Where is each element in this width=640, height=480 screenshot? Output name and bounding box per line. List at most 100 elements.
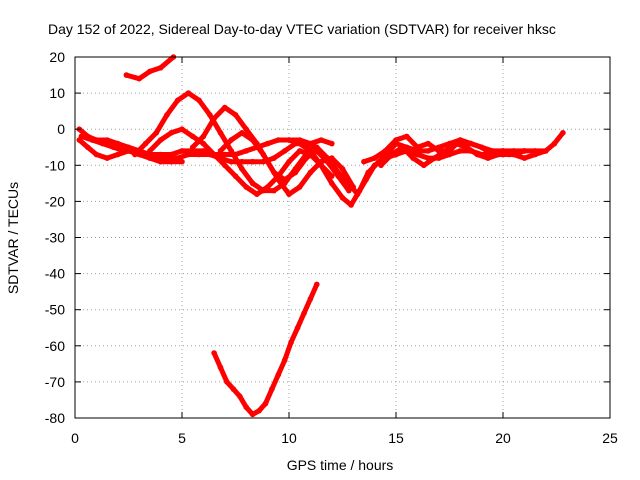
- data-point: [196, 97, 202, 104]
- data-point: [378, 162, 384, 169]
- data-point: [468, 140, 474, 147]
- y-tick-label: -60: [45, 338, 65, 354]
- series-arc-tail-2: [378, 140, 513, 169]
- data-point: [307, 140, 314, 147]
- data-series: [76, 54, 566, 418]
- data-point: [478, 144, 485, 151]
- data-point: [286, 137, 292, 143]
- data-point: [222, 151, 228, 158]
- data-point: [307, 296, 314, 302]
- data-point: [230, 386, 237, 392]
- data-point: [243, 184, 249, 190]
- data-point: [207, 112, 213, 118]
- data-point: [136, 75, 142, 82]
- data-point: [100, 140, 106, 147]
- x-tick-label: 5: [178, 430, 186, 446]
- data-point: [532, 151, 538, 158]
- data-point: [275, 371, 282, 378]
- data-point: [147, 148, 153, 154]
- data-point: [157, 137, 164, 143]
- data-point: [157, 65, 164, 71]
- data-point: [474, 151, 481, 158]
- y-tick-label: 20: [49, 49, 65, 65]
- y-tick-label: -80: [45, 410, 65, 426]
- data-point: [339, 195, 346, 201]
- data-point: [425, 140, 431, 147]
- data-point: [256, 408, 262, 414]
- data-point: [179, 148, 185, 154]
- y-tick-label: 0: [57, 121, 65, 137]
- data-point: [264, 184, 271, 190]
- data-point: [442, 148, 449, 154]
- y-axis-label: SDTVAR / TECUs: [5, 182, 21, 294]
- y-tick-label: -30: [45, 230, 65, 246]
- data-point: [168, 130, 175, 136]
- data-point: [329, 173, 335, 179]
- data-point: [164, 112, 170, 118]
- data-point: [104, 137, 110, 143]
- data-point: [249, 158, 256, 165]
- y-tick-label: -50: [45, 302, 65, 318]
- data-point: [264, 140, 271, 147]
- data-point: [506, 151, 513, 158]
- data-point: [288, 339, 294, 346]
- data-point: [410, 155, 416, 161]
- data-point: [457, 137, 464, 143]
- data-point: [292, 169, 299, 176]
- data-point: [217, 364, 224, 371]
- data-point: [318, 158, 324, 165]
- data-point: [521, 148, 528, 154]
- data-point: [224, 379, 230, 385]
- data-point: [123, 72, 130, 78]
- data-point: [239, 166, 245, 172]
- data-point: [249, 180, 256, 187]
- x-tick-label: 20: [495, 430, 511, 446]
- data-point: [346, 187, 352, 194]
- data-point: [189, 144, 196, 151]
- y-tick-label: -20: [45, 193, 65, 209]
- data-point: [217, 130, 224, 136]
- data-point: [339, 166, 346, 172]
- data-point: [228, 137, 234, 143]
- data-point: [85, 144, 91, 151]
- data-point: [249, 411, 256, 418]
- data-point: [286, 158, 292, 165]
- data-point: [110, 144, 117, 151]
- data-point: [196, 151, 202, 158]
- data-point: [104, 155, 110, 161]
- data-point: [414, 151, 421, 158]
- data-point: [269, 386, 275, 392]
- data-point: [115, 140, 121, 147]
- y-tick-label: 10: [49, 85, 65, 101]
- data-point: [431, 155, 438, 161]
- data-point: [125, 148, 132, 154]
- data-point: [414, 144, 421, 151]
- data-point: [185, 151, 192, 158]
- data-point: [217, 148, 224, 154]
- data-point: [153, 130, 160, 136]
- data-point: [239, 130, 245, 136]
- data-point: [425, 148, 431, 154]
- data-point: [262, 400, 269, 407]
- chart-title: Day 152 of 2022, Sidereal Day-to-day VTE…: [48, 21, 556, 37]
- data-point: [281, 176, 288, 183]
- data-point: [142, 140, 149, 147]
- data-point: [485, 155, 491, 161]
- data-point: [200, 140, 207, 147]
- series-arc-top: [123, 54, 177, 82]
- data-point: [281, 357, 288, 364]
- data-point: [147, 68, 153, 75]
- data-point: [510, 151, 517, 158]
- x-tick-label: 25: [602, 430, 618, 446]
- grid-lines: [75, 57, 610, 418]
- data-point: [324, 158, 331, 165]
- data-point: [243, 126, 249, 132]
- data-point: [76, 137, 83, 143]
- data-point: [303, 155, 309, 161]
- data-point: [560, 130, 566, 136]
- data-point: [329, 140, 335, 147]
- data-point: [543, 148, 549, 154]
- data-point: [271, 155, 277, 161]
